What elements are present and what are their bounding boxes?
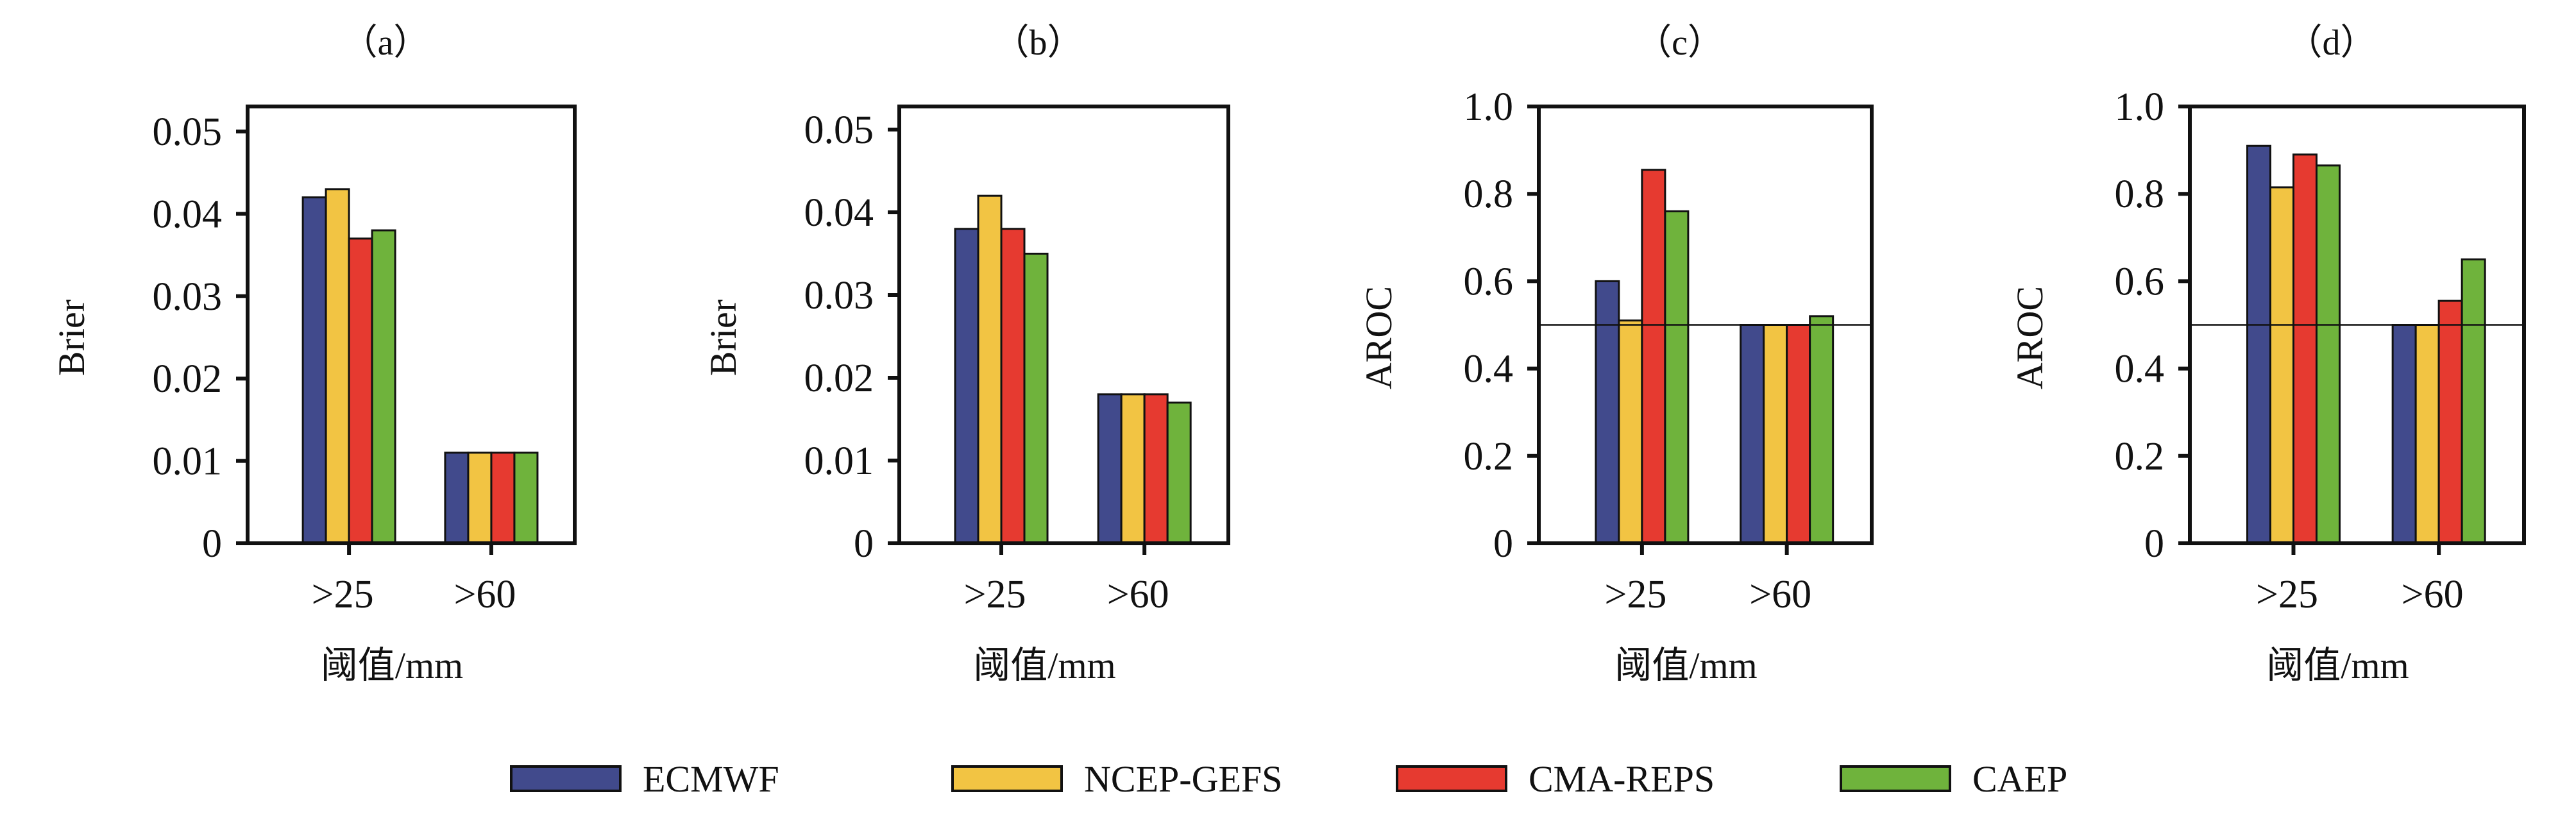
legend-swatch — [951, 765, 1063, 792]
x-tick-label: >60 — [2402, 573, 2464, 616]
bar-ecmwf-gt25 — [954, 228, 979, 545]
bar-ecmwf-gt25 — [2246, 144, 2272, 545]
panel-d: （d） 0 0.2 0.4 0.6 0.8 1.0 >25 >60 阈值/mm AROC — [2009, 23, 2526, 686]
bar-caep-gt25 — [1664, 210, 1690, 545]
legend-item-cma-reps: CMA-REPS — [1396, 758, 1715, 800]
bar-cma-reps-gt25 — [1641, 169, 1666, 545]
panel-title: （b） — [994, 23, 1083, 63]
bar-cma-reps-gt25 — [2292, 153, 2318, 545]
x-axis-title: 阈值/mm — [1614, 645, 1757, 686]
bar-ncep-gefs-gt60 — [467, 452, 493, 545]
x-tick-label: >60 — [1107, 573, 1169, 616]
y-tick-label: 0 — [2144, 522, 2164, 566]
bar-ecmwf-gt25 — [1595, 280, 1620, 545]
y-tick-label: 0.6 — [2115, 260, 2165, 303]
y-tick-label: 0.02 — [153, 357, 223, 401]
bar-ecmwf-gt60 — [1740, 324, 1765, 545]
bar-caep-gt60 — [2461, 258, 2486, 545]
y-tick-label: 1.0 — [2115, 85, 2165, 129]
bar-caep-gt25 — [2316, 164, 2341, 545]
y-tick-label: 0 — [202, 522, 222, 566]
bar-ecmwf-gt60 — [444, 452, 470, 545]
x-tick-label: >25 — [2256, 573, 2318, 616]
bar-cma-reps-gt60 — [1786, 324, 1811, 545]
bar-ncep-gefs-gt60 — [2414, 324, 2440, 545]
plot-frame — [2188, 105, 2526, 545]
y-tick-label: 0 — [854, 522, 874, 566]
x-tick-label: >25 — [1604, 573, 1666, 616]
y-axis-title: Brier — [51, 300, 92, 376]
y-tick-label: 0.01 — [153, 440, 223, 484]
bar-ncep-gefs-gt60 — [1120, 393, 1146, 545]
bar-ecmwf-gt25 — [301, 196, 327, 545]
bar-cma-reps-gt25 — [348, 237, 373, 545]
plot-frame — [897, 105, 1230, 545]
legend-swatch — [1840, 765, 1951, 792]
panel-a: （a） 0 0.01 0.02 0.03 0.04 0.05 >25 >60 阈值/mm Brier — [51, 23, 577, 686]
y-tick-label: 0.4 — [2115, 348, 2165, 391]
legend-item-ncep-gefs: NCEP-GEFS — [951, 758, 1282, 800]
panel-b: （b） 0 0.01 0.02 0.03 0.04 0.05 >25 >60 阈值/mm Brier — [702, 23, 1230, 686]
legend: ECMWF NCEP-GEFS CMA-REPS CAEP — [510, 758, 2067, 800]
y-tick-label: 0 — [1493, 522, 1513, 566]
bar-caep-gt60 — [513, 452, 539, 545]
y-tick-label: 0.05 — [804, 108, 874, 152]
y-tick-label: 0.6 — [1464, 260, 1514, 303]
y-tick-label: 0.2 — [1464, 435, 1514, 479]
y-tick-label: 0.4 — [1464, 348, 1514, 391]
bar-caep-gt60 — [1166, 402, 1192, 545]
bar-caep-gt25 — [371, 229, 396, 545]
legend-item-ecmwf: ECMWF — [510, 758, 779, 800]
y-tick-label: 0.2 — [2115, 435, 2165, 479]
panel-title: （c） — [1636, 23, 1724, 63]
legend-label: CMA-REPS — [1529, 758, 1715, 800]
y-axis-title: AROC — [2009, 286, 2051, 389]
y-tick-label: 0.04 — [153, 192, 223, 236]
y-tick-label: 0.8 — [1464, 173, 1514, 216]
x-axis-title: 阈值/mm — [973, 645, 1115, 686]
bar-ncep-gefs-gt25 — [1618, 319, 1643, 545]
panel-title: （a） — [342, 23, 430, 63]
y-tick-label: 0.03 — [804, 274, 874, 318]
bar-caep-gt60 — [1809, 315, 1835, 545]
panel-title: （d） — [2287, 23, 2377, 63]
x-axis-title: 阈值/mm — [321, 645, 463, 686]
bar-cma-reps-gt60 — [2437, 300, 2463, 545]
bar-ncep-gefs-gt60 — [1763, 324, 1788, 545]
legend-label: NCEP-GEFS — [1084, 758, 1282, 800]
bar-cma-reps-gt60 — [490, 452, 516, 545]
y-tick-label: 0.04 — [804, 191, 874, 235]
bar-cma-reps-gt25 — [1000, 228, 1026, 545]
bar-caep-gt25 — [1023, 253, 1049, 545]
y-tick-label: 0.8 — [2115, 173, 2165, 216]
x-tick-label: >25 — [964, 573, 1026, 616]
y-tick-label: 1.0 — [1464, 85, 1514, 129]
bar-ncep-gefs-gt25 — [325, 188, 350, 545]
legend-label: CAEP — [1972, 758, 2067, 800]
plot-frame — [246, 105, 577, 545]
legend-item-caep: CAEP — [1840, 758, 2067, 800]
y-tick-label: 0.02 — [804, 357, 874, 400]
x-axis-title: 阈值/mm — [2266, 645, 2409, 686]
y-tick-label: 0.01 — [804, 439, 874, 483]
legend-label: ECMWF — [643, 758, 779, 800]
y-tick-label: 0.05 — [153, 110, 223, 154]
bar-cma-reps-gt60 — [1143, 393, 1169, 545]
bar-ecmwf-gt60 — [2391, 324, 2417, 545]
x-tick-label: >60 — [453, 573, 516, 616]
y-axis-title: Brier — [702, 300, 744, 376]
bar-ncep-gefs-gt25 — [2269, 186, 2295, 545]
bar-ncep-gefs-gt25 — [977, 194, 1003, 545]
y-axis-title: AROC — [1358, 286, 1400, 389]
plot-frame — [1537, 105, 1874, 545]
legend-swatch — [1396, 765, 1507, 792]
y-tick-label: 0.03 — [153, 275, 223, 319]
x-tick-label: >60 — [1749, 573, 1811, 616]
x-tick-label: >25 — [312, 573, 374, 616]
panel-c: （c） 0 0.2 0.4 0.6 0.8 1.0 >25 >60 阈值/mm AROC — [1358, 23, 1874, 686]
legend-swatch — [510, 765, 622, 792]
bar-ecmwf-gt60 — [1097, 393, 1123, 545]
